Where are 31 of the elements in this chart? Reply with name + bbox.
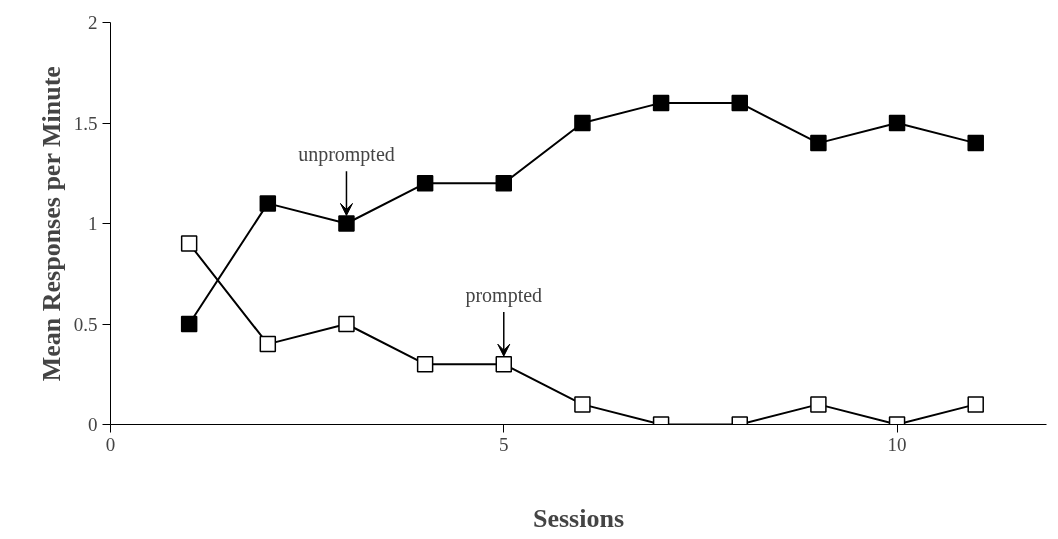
point xyxy=(180,315,198,333)
point xyxy=(180,235,198,252)
x-tick-label: 5 xyxy=(499,433,509,455)
point xyxy=(259,335,277,353)
point xyxy=(338,215,355,232)
point xyxy=(495,175,513,192)
y-tick-label: 1 xyxy=(88,213,98,234)
point xyxy=(652,94,670,112)
annotation: prompted xyxy=(465,283,543,307)
point xyxy=(967,396,984,413)
y-tick-label: 0.5 xyxy=(73,313,98,335)
point xyxy=(574,396,591,413)
point xyxy=(338,315,355,333)
point xyxy=(495,355,513,373)
y-tick-label: 1.5 xyxy=(73,112,98,134)
point xyxy=(810,396,827,413)
point xyxy=(416,175,434,192)
y-tick-label: 2 xyxy=(88,12,98,33)
point xyxy=(810,134,827,152)
point xyxy=(416,355,434,373)
y-tick-label: 0 xyxy=(88,414,98,435)
x-tick-label: 10 xyxy=(887,433,907,455)
point xyxy=(259,195,277,212)
y-axis-title: Mean Responses per Minute xyxy=(36,66,66,382)
point xyxy=(888,114,906,132)
annotation: unprompted xyxy=(298,143,395,167)
x-axis-title: Sessions xyxy=(532,503,625,533)
point xyxy=(574,114,591,132)
point xyxy=(731,94,748,112)
x-tick-label: 0 xyxy=(105,433,116,455)
point xyxy=(967,134,984,152)
